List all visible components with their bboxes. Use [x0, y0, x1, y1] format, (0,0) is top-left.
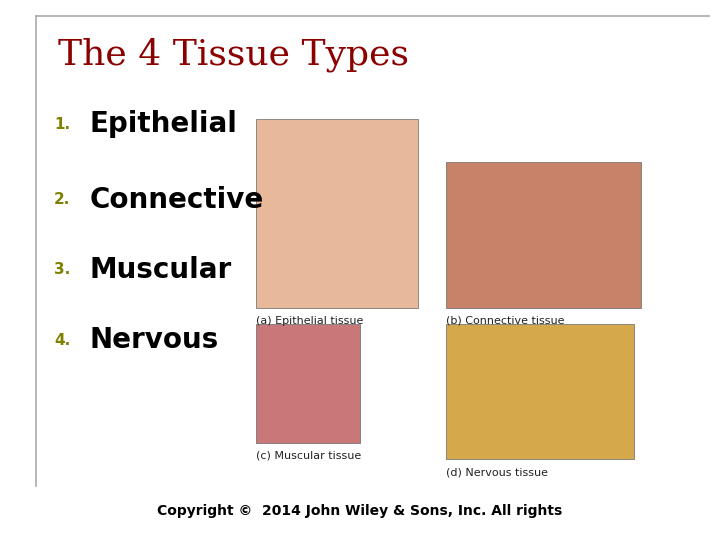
FancyBboxPatch shape	[256, 119, 418, 308]
Text: Copyright ©  2014 John Wiley & Sons, Inc. All rights: Copyright © 2014 John Wiley & Sons, Inc.…	[158, 504, 562, 518]
Text: The 4 Tissue Types: The 4 Tissue Types	[58, 38, 409, 72]
Text: Nervous: Nervous	[90, 326, 220, 354]
Text: (b) Connective tissue: (b) Connective tissue	[446, 316, 565, 326]
Text: Epithelial: Epithelial	[90, 110, 238, 138]
Text: 4.: 4.	[54, 333, 71, 348]
FancyBboxPatch shape	[446, 162, 641, 308]
Text: 3.: 3.	[54, 262, 71, 278]
FancyBboxPatch shape	[446, 324, 634, 459]
FancyBboxPatch shape	[256, 324, 360, 443]
Text: (a) Epithelial tissue: (a) Epithelial tissue	[256, 316, 363, 326]
Text: Muscular: Muscular	[90, 256, 233, 284]
Text: 2.: 2.	[54, 192, 71, 207]
Text: (d) Nervous tissue: (d) Nervous tissue	[446, 467, 549, 477]
Text: (c) Muscular tissue: (c) Muscular tissue	[256, 451, 361, 461]
Text: 1.: 1.	[54, 117, 70, 132]
Text: Connective: Connective	[90, 186, 264, 214]
